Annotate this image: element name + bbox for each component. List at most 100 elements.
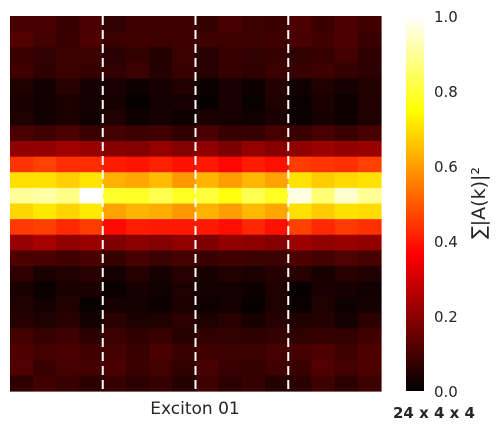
heatmap-cell <box>79 281 104 298</box>
heatmap-cell <box>10 266 34 283</box>
heatmap-cell <box>125 234 150 251</box>
heatmap-cell <box>195 312 220 330</box>
heatmap-cell <box>265 203 289 220</box>
heatmap-cell <box>288 16 313 33</box>
heatmap-cell <box>334 16 359 33</box>
heatmap-cell <box>265 250 289 267</box>
heatmap-cell <box>56 219 81 236</box>
heatmap-cell <box>357 312 382 330</box>
heatmap-cell <box>102 312 127 330</box>
heatmap-cell <box>149 141 173 158</box>
heatmap-cell <box>10 312 34 330</box>
heatmap-cell <box>10 172 34 189</box>
heatmap-cell <box>218 344 243 361</box>
heatmap-cell <box>125 344 150 361</box>
heatmap-cell <box>218 78 243 95</box>
heatmap-cell <box>149 109 173 126</box>
heatmap-cell <box>311 312 336 330</box>
heatmap-cell <box>311 281 336 298</box>
heatmap-cell <box>265 31 289 48</box>
heatmap-cell <box>33 172 57 189</box>
heatmap-cell <box>79 109 104 126</box>
heatmap-cell <box>311 359 336 376</box>
heatmap-cell <box>357 125 382 142</box>
heatmap-cell <box>172 156 197 173</box>
heatmap-cell <box>102 31 127 48</box>
heatmap-cell <box>218 141 243 158</box>
heatmap-cell <box>311 156 336 173</box>
heatmap-cell <box>149 328 173 345</box>
heatmap-cell <box>125 31 150 48</box>
colorbar-tick-label: 1.0 <box>434 8 458 26</box>
heatmap-cell <box>288 266 313 283</box>
heatmap-cell <box>102 250 127 267</box>
heatmap-cell <box>357 172 382 189</box>
heatmap-cell <box>195 172 220 189</box>
heatmap-cell <box>172 78 197 95</box>
heatmap-cell <box>125 187 150 205</box>
heatmap-cell <box>10 344 34 361</box>
heatmap-cell <box>33 219 57 236</box>
heatmap-cell <box>311 375 336 392</box>
heatmap-cell <box>102 328 127 345</box>
heatmap-cell <box>288 250 313 267</box>
heatmap-cell <box>218 156 243 173</box>
heatmap-cell <box>288 203 313 220</box>
heatmap-cell <box>265 94 289 111</box>
heatmap-cell <box>195 16 220 33</box>
heatmap-cell <box>102 141 127 158</box>
heatmap-cell <box>10 62 34 80</box>
heatmap-cell <box>10 156 34 173</box>
heatmap-cell <box>265 62 289 80</box>
heatmap-cell <box>357 47 382 64</box>
heatmap-cell <box>125 109 150 126</box>
heatmap-cell <box>149 297 173 314</box>
heatmap-cell <box>33 344 57 361</box>
heatmap-cell <box>56 187 81 205</box>
heatmap-cell <box>334 187 359 205</box>
heatmap-cell <box>149 47 173 64</box>
heatmap-cell <box>288 141 313 158</box>
heatmap-cell <box>56 156 81 173</box>
heatmap-cell <box>102 109 127 126</box>
heatmap-cell <box>195 328 220 345</box>
heatmap-cell <box>241 250 266 267</box>
colorbar-tick-label: 0.4 <box>434 233 458 251</box>
heatmap-cell <box>56 375 81 392</box>
heatmap-cell <box>357 266 382 283</box>
heatmap-cell <box>334 281 359 298</box>
heatmap-cell <box>125 62 150 80</box>
heatmap-cell <box>311 234 336 251</box>
heatmap-cell <box>334 375 359 392</box>
heatmap-cell <box>172 234 197 251</box>
heatmap-cell <box>334 156 359 173</box>
colorbar-tick-label: 0.2 <box>434 308 458 326</box>
heatmap-cell <box>195 203 220 220</box>
heatmap-cell <box>125 203 150 220</box>
heatmap-cell <box>311 47 336 64</box>
heatmap-cell <box>125 156 150 173</box>
heatmap-cell <box>79 31 104 48</box>
heatmap-cell <box>357 344 382 361</box>
heatmap-cell <box>102 62 127 80</box>
heatmap-cell <box>56 47 81 64</box>
heatmap-cell <box>218 250 243 267</box>
heatmap-cell <box>288 359 313 376</box>
heatmap-cell <box>172 125 197 142</box>
heatmap-cell <box>218 281 243 298</box>
heatmap-cell <box>10 31 34 48</box>
heatmap-cell <box>334 47 359 64</box>
heatmap-cell <box>56 172 81 189</box>
heatmap-cell <box>56 344 81 361</box>
heatmap-cell <box>334 297 359 314</box>
heatmap-cell <box>334 31 359 48</box>
heatmap-cell <box>56 328 81 345</box>
heatmap-cell <box>125 359 150 376</box>
heatmap-cell <box>33 359 57 376</box>
heatmap-cell <box>265 234 289 251</box>
heatmap-cell <box>311 62 336 80</box>
heatmap-cell <box>311 31 336 48</box>
heatmap-cell <box>334 344 359 361</box>
heatmap-cell <box>334 203 359 220</box>
heatmap-cell <box>195 250 220 267</box>
